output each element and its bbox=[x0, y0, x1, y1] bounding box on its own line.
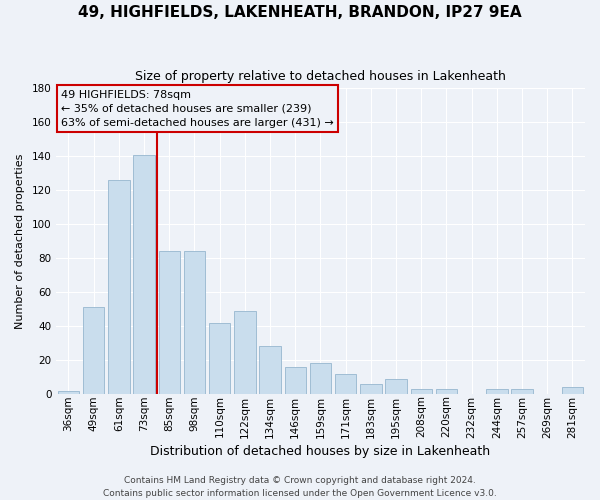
Title: Size of property relative to detached houses in Lakenheath: Size of property relative to detached ho… bbox=[135, 70, 506, 83]
Bar bbox=[486, 389, 508, 394]
Text: Contains HM Land Registry data © Crown copyright and database right 2024.
Contai: Contains HM Land Registry data © Crown c… bbox=[103, 476, 497, 498]
X-axis label: Distribution of detached houses by size in Lakenheath: Distribution of detached houses by size … bbox=[151, 444, 490, 458]
Bar bbox=[436, 389, 457, 394]
Bar bbox=[360, 384, 382, 394]
Text: 49 HIGHFIELDS: 78sqm
← 35% of detached houses are smaller (239)
63% of semi-deta: 49 HIGHFIELDS: 78sqm ← 35% of detached h… bbox=[61, 90, 334, 128]
Bar bbox=[184, 252, 205, 394]
Bar bbox=[335, 374, 356, 394]
Bar bbox=[209, 322, 230, 394]
Text: 49, HIGHFIELDS, LAKENHEATH, BRANDON, IP27 9EA: 49, HIGHFIELDS, LAKENHEATH, BRANDON, IP2… bbox=[78, 5, 522, 20]
Bar bbox=[511, 389, 533, 394]
Bar bbox=[562, 387, 583, 394]
Bar bbox=[410, 389, 432, 394]
Bar bbox=[58, 390, 79, 394]
Bar bbox=[284, 367, 306, 394]
Bar bbox=[310, 364, 331, 394]
Y-axis label: Number of detached properties: Number of detached properties bbox=[15, 154, 25, 329]
Bar bbox=[83, 308, 104, 394]
Bar bbox=[108, 180, 130, 394]
Bar bbox=[158, 252, 180, 394]
Bar bbox=[385, 379, 407, 394]
Bar bbox=[133, 154, 155, 394]
Bar bbox=[259, 346, 281, 394]
Bar bbox=[234, 311, 256, 394]
